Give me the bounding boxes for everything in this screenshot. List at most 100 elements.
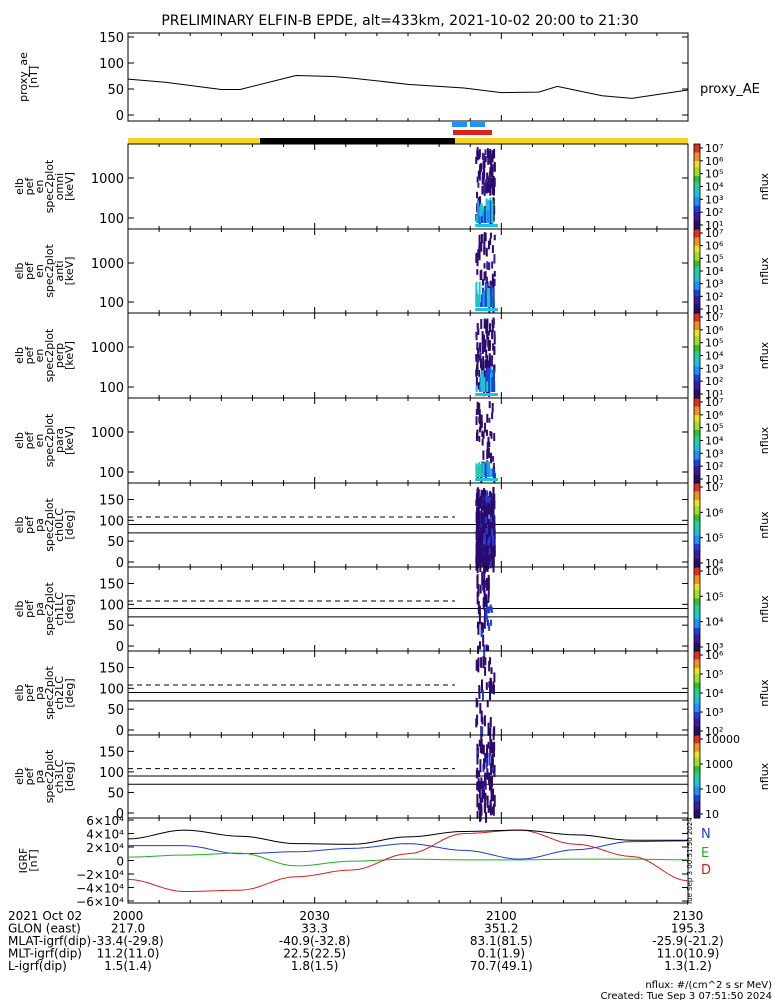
y-axis-label-line: proxy_ae bbox=[17, 52, 30, 102]
heatmap-cell bbox=[488, 753, 491, 766]
heatmap-cell bbox=[487, 741, 490, 749]
colorbar-cell bbox=[694, 310, 700, 314]
heatmap-cell bbox=[492, 502, 495, 511]
colorbar-tick-label: 10³ bbox=[705, 193, 723, 206]
colorbar-cell bbox=[694, 602, 700, 606]
heatmap-cell bbox=[493, 270, 496, 277]
colorbar-cell bbox=[694, 657, 700, 660]
colorbar-cell bbox=[694, 518, 700, 522]
colorbar-cell bbox=[694, 705, 700, 709]
heatmap-cell bbox=[478, 552, 481, 566]
panel-pa_ch1: 150100500elbpefpaspec2plotch1LC[deg]10⁶1… bbox=[13, 565, 771, 659]
colorbar-cell bbox=[694, 315, 700, 318]
colorbar-cell bbox=[694, 262, 700, 266]
colorbar-cell bbox=[694, 235, 700, 238]
heatmap-cell bbox=[492, 728, 495, 741]
created-stamp: Created: Tue Sep 3 07:51:50 2024 bbox=[601, 991, 773, 1000]
colorbar-tick-label: 10⁶ bbox=[705, 240, 724, 253]
colorbar-cell bbox=[694, 735, 700, 738]
colorbar-cell bbox=[694, 564, 700, 568]
y-axis-label-line: ch1LC bbox=[53, 592, 66, 626]
colorbar-cell bbox=[694, 684, 700, 688]
heatmap-cell bbox=[485, 812, 488, 823]
heatmap-cell bbox=[482, 500, 485, 508]
heatmap-cell bbox=[488, 660, 491, 672]
colorbar-cell bbox=[694, 252, 700, 255]
colorbar-cell bbox=[694, 743, 700, 746]
colorbar-tick-label: 10³ bbox=[705, 278, 723, 291]
heatmap-cell bbox=[480, 512, 483, 524]
heatmap-cell bbox=[481, 431, 484, 438]
heatmap-cell bbox=[477, 150, 480, 156]
heatmap-cell bbox=[479, 385, 482, 392]
panel-frame bbox=[127, 143, 689, 230]
y-axis-label-line: spec2plot bbox=[43, 498, 56, 552]
igrf-legend-N: N bbox=[701, 827, 711, 842]
colorbar-cell bbox=[694, 279, 700, 282]
colorbar-cell bbox=[694, 287, 700, 291]
colorbar-cell bbox=[694, 256, 700, 259]
heatmap-cell bbox=[482, 528, 485, 538]
panel-frame bbox=[127, 312, 689, 399]
y-axis-label-line: ch2LC bbox=[53, 676, 66, 710]
colorbar-cell bbox=[694, 207, 700, 211]
heatmap-cell bbox=[493, 347, 496, 355]
y-tick-label: 1000 bbox=[91, 426, 124, 441]
colorbar-cell bbox=[694, 625, 700, 629]
heatmap-cell bbox=[487, 184, 490, 193]
colorbar-cell bbox=[694, 504, 700, 507]
colorbar-label: nflux bbox=[758, 511, 771, 539]
colorbar-cell bbox=[694, 807, 700, 811]
colorbar-tick-label: 1000 bbox=[705, 758, 733, 771]
colorbar-cell bbox=[694, 529, 700, 532]
colorbar-cell bbox=[694, 648, 700, 652]
colorbar-cell bbox=[694, 338, 700, 342]
colorbar-cell bbox=[694, 669, 700, 673]
heatmap-cell bbox=[489, 717, 492, 728]
colorbar-cell bbox=[694, 220, 700, 224]
colorbar-cell bbox=[694, 361, 700, 365]
colorbar-cell bbox=[694, 370, 700, 373]
colorbar-cell bbox=[694, 247, 700, 251]
heatmap-cell bbox=[485, 610, 488, 617]
heatmap-cell bbox=[484, 319, 487, 328]
heatmap-cell bbox=[476, 753, 479, 765]
time-axis-row-label: MLAT-igrf(dip) bbox=[8, 934, 91, 948]
colorbar-cell bbox=[694, 497, 700, 501]
colorbar-cell bbox=[694, 385, 700, 388]
heatmap-band bbox=[475, 224, 498, 227]
heatmap-cell bbox=[483, 241, 486, 252]
heatmap-cell bbox=[483, 715, 486, 727]
heatmap-cell bbox=[476, 575, 479, 589]
colorbar-tick-label: 10⁵ bbox=[705, 532, 723, 545]
heatmap-cell bbox=[490, 516, 493, 523]
heatmap-cell bbox=[493, 254, 496, 264]
colorbar-cell bbox=[694, 525, 700, 528]
heatmap-cell bbox=[478, 199, 481, 207]
colorbar-cell bbox=[694, 442, 700, 446]
heatmap-cell bbox=[487, 574, 490, 587]
colorbar-cell bbox=[694, 300, 700, 303]
heatmap-cell bbox=[480, 710, 483, 722]
colorbar-tick-label: 10⁴ bbox=[705, 181, 724, 194]
colorbar-cell bbox=[694, 535, 700, 539]
heatmap-cell bbox=[492, 540, 495, 547]
orbit-status-bars bbox=[128, 122, 688, 144]
heatmap-cell bbox=[479, 342, 482, 353]
heatmap-cell bbox=[475, 298, 478, 307]
heatmap-cell bbox=[489, 182, 492, 192]
heatmap-cell bbox=[484, 463, 487, 477]
colorbar-cell bbox=[694, 229, 700, 232]
heatmap-cell bbox=[488, 175, 491, 185]
y-tick-label: 50 bbox=[107, 786, 124, 801]
colorbar-cell bbox=[694, 254, 700, 257]
colorbar-cell bbox=[694, 154, 700, 158]
heatmap-cell bbox=[478, 149, 481, 157]
heatmap-cell bbox=[476, 191, 479, 199]
colorbar-cell bbox=[694, 239, 700, 243]
heatmap-cell bbox=[480, 491, 483, 504]
colorbar-cell bbox=[694, 451, 700, 454]
heatmap-cell bbox=[477, 583, 480, 597]
colorbar-tick-label: 10⁵ bbox=[705, 168, 723, 181]
heatmap-cell bbox=[477, 600, 480, 615]
